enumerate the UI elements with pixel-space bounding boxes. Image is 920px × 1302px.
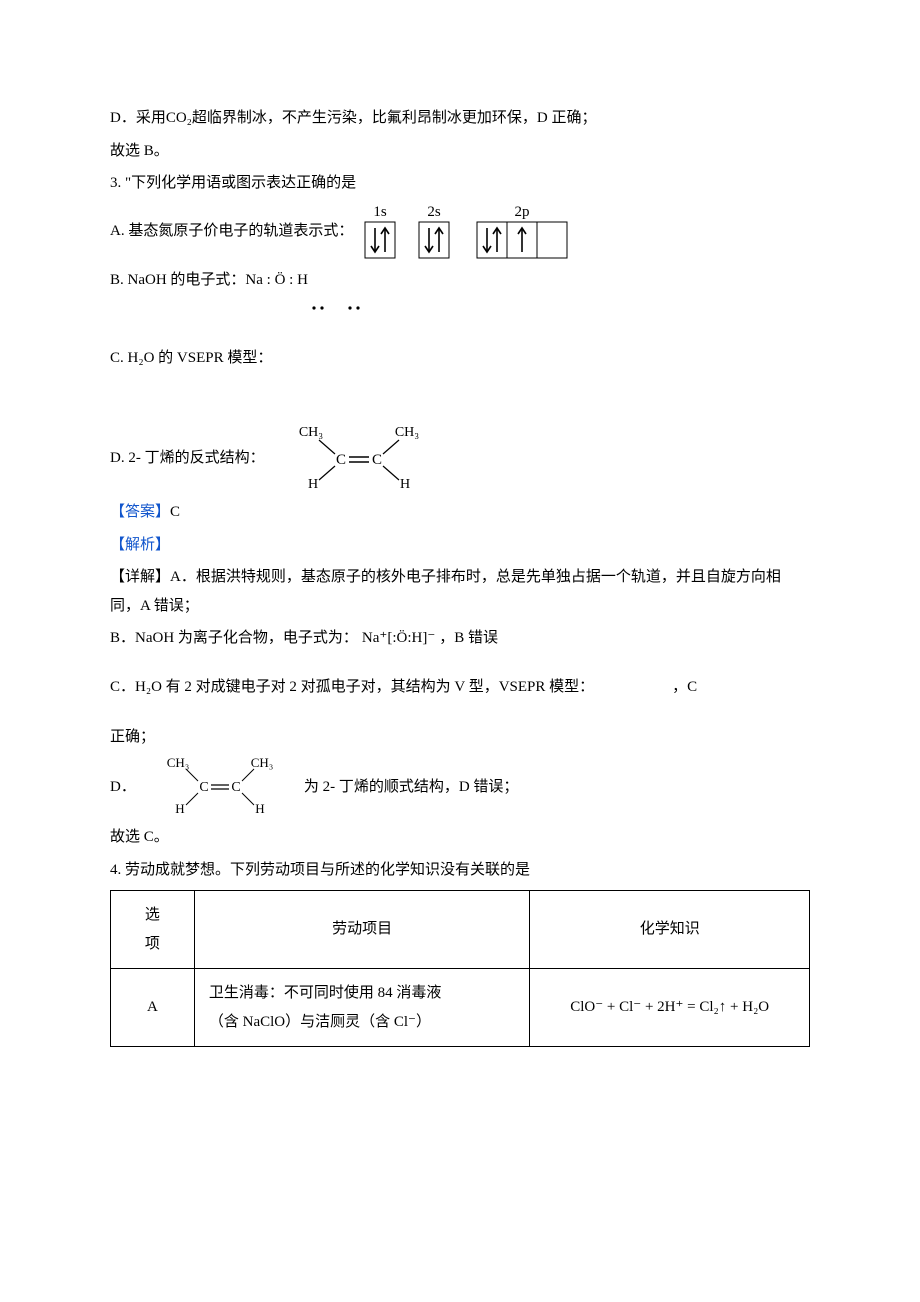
svg-text:2p: 2p xyxy=(515,204,530,220)
svg-text:C: C xyxy=(199,780,208,795)
svg-text:H: H xyxy=(255,801,264,816)
analysis-d: D． CH₃ CH₃ C C H H 为 2- 丁烯的顺式结构，D 错误； xyxy=(110,755,810,819)
q3-option-a: A. 基态氮原子价电子的轨道表示式： 1s 2s 2p xyxy=(110,202,810,262)
svg-text:C: C xyxy=(231,780,240,795)
q3-stem: 3. "下列化学用语或图示表达正确的是 xyxy=(110,169,810,198)
analysis-label: 【解析】 xyxy=(110,531,810,560)
svg-text:CH₃: CH₃ xyxy=(167,755,190,770)
svg-text:H: H xyxy=(308,477,318,492)
table-row: A 卫生消毒：不可同时使用 84 消毒液 （含 NaClO）与洁厕灵（含 Cl⁻… xyxy=(111,969,810,1047)
orbital-diagram: 1s 2s 2p xyxy=(357,202,617,262)
svg-text:C: C xyxy=(372,452,382,468)
svg-text:H: H xyxy=(175,801,184,816)
butene-structure-1: CH₃ CH₃ C C H H xyxy=(269,422,449,494)
th-option: 选 项 xyxy=(111,891,195,969)
q3-d-prefix: D. 2- 丁烯的反式结构： xyxy=(110,444,265,473)
option-d-text: D．采用CO₂超临界制冰，不产生污染，比氟利昂制冰更加环保，D 正确； xyxy=(110,104,810,133)
q3-a-prefix: A. 基态氮原子价电子的轨道表示式： xyxy=(110,217,353,246)
table-header-row: 选 项 劳动项目 化学知识 xyxy=(111,891,810,969)
vsepr-model-small xyxy=(598,657,668,719)
th-project: 劳动项目 xyxy=(194,891,530,969)
svg-text:2s: 2s xyxy=(428,204,442,220)
q4-stem: 4. 劳动成就梦想。下列劳动项目与所述的化学知识没有关联的是 xyxy=(110,856,810,885)
analysis-a: 【详解】A．根据洪特规则，基态原子的核外电子排布时，总是先单独占据一个轨道，并且… xyxy=(110,563,810,620)
analysis-b: B．NaOH 为离子化合物，电子式为： Na⁺[:Ö:H]⁻ ，B 错误 xyxy=(110,624,810,653)
analysis-c-end: 正确； xyxy=(110,723,810,752)
analysis-end: 故选 C。 xyxy=(110,823,810,852)
q3-c-prefix: C. H₂O 的 VSEPR 模型： xyxy=(110,344,272,373)
q3-option-c: C. H₂O 的 VSEPR 模型： xyxy=(110,298,810,418)
svg-text:1s: 1s xyxy=(374,204,388,220)
cell-proj-a: 卫生消毒：不可同时使用 84 消毒液 （含 NaClO）与洁厕灵（含 Cl⁻） xyxy=(194,969,530,1047)
answer-line: 【答案】C xyxy=(110,498,810,527)
svg-text:C: C xyxy=(336,452,346,468)
conclusion-b: 故选 B。 xyxy=(110,137,810,166)
cell-opt-a: A xyxy=(111,969,195,1047)
svg-text:CH₃: CH₃ xyxy=(251,755,274,770)
svg-text:H: H xyxy=(400,477,410,492)
vsepr-model-large xyxy=(276,298,396,418)
q4-table: 选 项 劳动项目 化学知识 A 卫生消毒：不可同时使用 84 消毒液 （含 Na… xyxy=(110,890,810,1047)
svg-text:CH₃: CH₃ xyxy=(394,425,418,440)
th-chem: 化学知识 xyxy=(530,891,810,969)
cell-chem-a: ClO⁻ + Cl⁻ + 2H⁺ = Cl₂↑ + H₂O xyxy=(530,969,810,1047)
q3-option-b: B. NaOH 的电子式：Na : Ö : H xyxy=(110,266,810,295)
analysis-c: C．H₂O 有 2 对成键电子对 2 对孤电子对，其结构为 V 型，VSEPR … xyxy=(110,657,810,719)
butene-structure-2: CH₃ CH₃ C C H H xyxy=(140,755,300,819)
q3-option-d: D. 2- 丁烯的反式结构： CH₃ CH₃ C C H H xyxy=(110,422,810,494)
svg-text:CH₃: CH₃ xyxy=(298,425,322,440)
